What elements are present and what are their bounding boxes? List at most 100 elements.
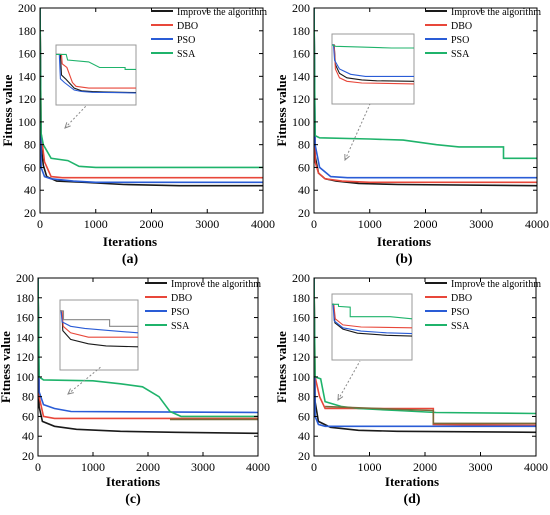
y-tick-label: 60: [298, 160, 310, 174]
series-line-5: [325, 405, 536, 425]
y-tick-label: 120: [16, 350, 34, 364]
zoom-arrow-head: [337, 393, 344, 402]
x-tick-label: 4000: [525, 217, 549, 231]
y-tick-label: 100: [16, 370, 34, 384]
legend-label: DBO: [171, 293, 192, 304]
y-tick-label: 140: [18, 69, 36, 83]
y-tick-label: 140: [16, 330, 34, 344]
y-axis-label: Fitness value: [0, 74, 15, 146]
y-tick-label: 140: [292, 330, 310, 344]
legend-label: PSO: [171, 307, 189, 318]
legend-label: SSA: [177, 49, 196, 60]
x-tick-label: 3000: [469, 460, 493, 474]
y-tick-label: 180: [18, 24, 36, 38]
x-axis-label: Iterations: [385, 474, 439, 489]
y-tick-label: 40: [22, 429, 34, 443]
y-tick-label: 160: [292, 311, 310, 325]
y-tick-label: 120: [18, 92, 36, 106]
x-tick-label: 3000: [195, 217, 219, 231]
series-line-1: [40, 8, 263, 187]
y-tick-label: 80: [22, 390, 34, 404]
zoom-arrow: [344, 103, 371, 161]
x-tick-label: 3000: [191, 460, 215, 474]
panel-label: (b): [395, 252, 412, 267]
series-line-4: [314, 8, 537, 160]
y-tick-label: 100: [292, 370, 310, 384]
x-tick-label: 1000: [358, 217, 382, 231]
y-tick-label: 60: [24, 160, 36, 174]
legend-label: DBO: [451, 293, 472, 304]
inset-line-4: [60, 310, 138, 327]
x-tick-label: 0: [311, 217, 317, 231]
y-tick-label: 20: [24, 206, 36, 220]
series-line-2: [314, 8, 537, 184]
y-tick-label: 180: [16, 291, 34, 305]
legend-label: PSO: [451, 307, 469, 318]
x-tick-label: 1000: [358, 460, 382, 474]
series-line-4: [38, 278, 258, 418]
inset-line-2: [56, 53, 136, 89]
y-tick-label: 40: [298, 429, 310, 443]
x-tick-label: 2000: [136, 460, 160, 474]
series-line-1: [38, 278, 258, 435]
y-axis-label: Fitness value: [274, 331, 289, 403]
x-tick-label: 1000: [81, 460, 105, 474]
inset-line-4: [56, 53, 136, 70]
inset-frame: [331, 33, 415, 105]
x-tick-label: 3000: [469, 217, 493, 231]
legend-label: SSA: [171, 321, 190, 332]
legend-label: DBO: [177, 21, 198, 32]
y-tick-label: 200: [292, 1, 310, 15]
inset-frame: [59, 299, 139, 371]
y-tick-label: 80: [24, 138, 36, 152]
zoom-arrow-head: [64, 122, 71, 129]
legend-label: PSO: [451, 35, 469, 46]
y-axis-label: Fitness value: [0, 331, 13, 403]
x-tick-label: 2000: [413, 460, 437, 474]
zoom-arrow: [67, 365, 103, 395]
legend-label: Improve the algorithm: [451, 279, 541, 290]
y-tick-label: 100: [292, 115, 310, 129]
y-tick-label: 200: [292, 271, 310, 285]
x-tick-label: 2000: [414, 217, 438, 231]
series-line-3: [40, 8, 263, 184]
panel-label: (d): [403, 492, 420, 507]
y-tick-label: 20: [298, 206, 310, 220]
y-axis-label: Fitness value: [274, 74, 289, 146]
x-tick-label: 1000: [84, 217, 108, 231]
y-tick-label: 20: [298, 449, 310, 463]
y-tick-label: 100: [18, 115, 36, 129]
y-tick-label: 80: [298, 390, 310, 404]
x-tick-label: 4000: [524, 460, 548, 474]
inset-line-2: [332, 44, 415, 85]
y-tick-label: 120: [292, 350, 310, 364]
y-tick-label: 80: [298, 138, 310, 152]
x-tick-label: 0: [311, 460, 317, 474]
x-tick-label: 4000: [251, 217, 275, 231]
y-tick-label: 140: [292, 69, 310, 83]
x-tick-label: 0: [37, 217, 43, 231]
y-tick-label: 40: [24, 183, 36, 197]
inset-frame: [55, 44, 137, 106]
x-axis-label: Iterations: [106, 474, 160, 489]
y-tick-label: 180: [292, 24, 310, 38]
y-tick-label: 60: [298, 409, 310, 423]
y-tick-label: 20: [22, 449, 34, 463]
legend-label: PSO: [177, 35, 195, 46]
zoom-arrow-head: [344, 153, 350, 162]
legend-label: SSA: [451, 321, 470, 332]
y-tick-label: 160: [16, 311, 34, 325]
legend-label: Improve the algorithm: [177, 7, 267, 18]
inset-line-4: [332, 303, 413, 320]
y-tick-label: 60: [22, 409, 34, 423]
y-tick-label: 200: [18, 1, 36, 15]
zoom-arrow: [337, 360, 361, 401]
zoom-arrow-head: [67, 388, 74, 395]
legend-label: SSA: [451, 49, 470, 60]
zoom-arrow: [64, 105, 87, 129]
